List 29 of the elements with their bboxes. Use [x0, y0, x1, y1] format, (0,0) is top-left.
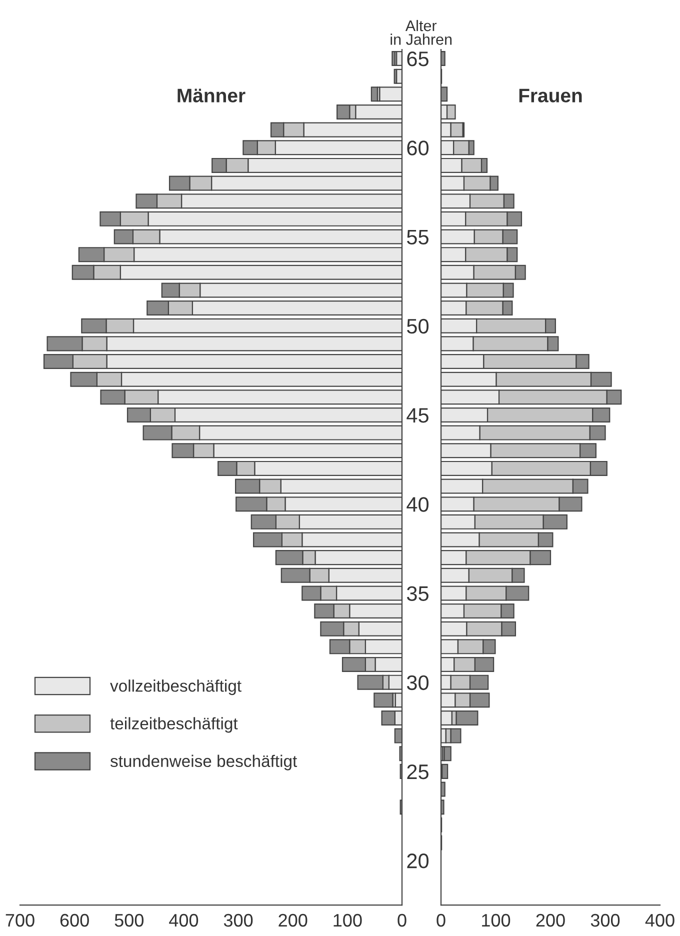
x-tick-label: 100 [482, 914, 510, 927]
x-tick-label: 700 [6, 914, 34, 927]
y-tick-label: 30 [406, 675, 429, 690]
y-tick-label: 45 [406, 408, 428, 423]
legend-label: stundenweise beschäftigt [110, 754, 298, 770]
x-tick-label: 200 [278, 914, 308, 927]
x-tick-label: 100 [334, 914, 362, 927]
y-tick-label: 20 [407, 854, 429, 868]
legend-label: teilzeitbeschäftigt [110, 717, 238, 733]
x-tick-label: 500 [114, 914, 144, 927]
y-tick-label: 65 [407, 52, 428, 66]
y-tick-label: 60 [407, 140, 429, 156]
x-tick-label: 200 [536, 914, 565, 927]
text: Männer [178, 88, 246, 102]
y-tick-label: 50 [407, 318, 429, 334]
y-tick-label: 40 [406, 497, 429, 512]
y-tick-label: 25 [407, 764, 428, 780]
x-tick-label: 0 [436, 914, 446, 927]
text: Frauen [519, 88, 582, 102]
x-tick-label: 400 [169, 914, 198, 927]
x-tick-label: 300 [590, 914, 620, 927]
y-axis-title: Alter in Jahren [390, 20, 452, 45]
y-tick-label: 55 [407, 230, 428, 245]
x-tick-label: 300 [224, 914, 253, 927]
legend-label: vollzeitbeschäftigt [110, 680, 242, 696]
x-tick-label: 400 [645, 914, 674, 927]
y-tick-label: 35 [406, 586, 428, 601]
x-tick-label: 600 [60, 914, 89, 927]
x-tick-label: 0 [398, 914, 406, 927]
